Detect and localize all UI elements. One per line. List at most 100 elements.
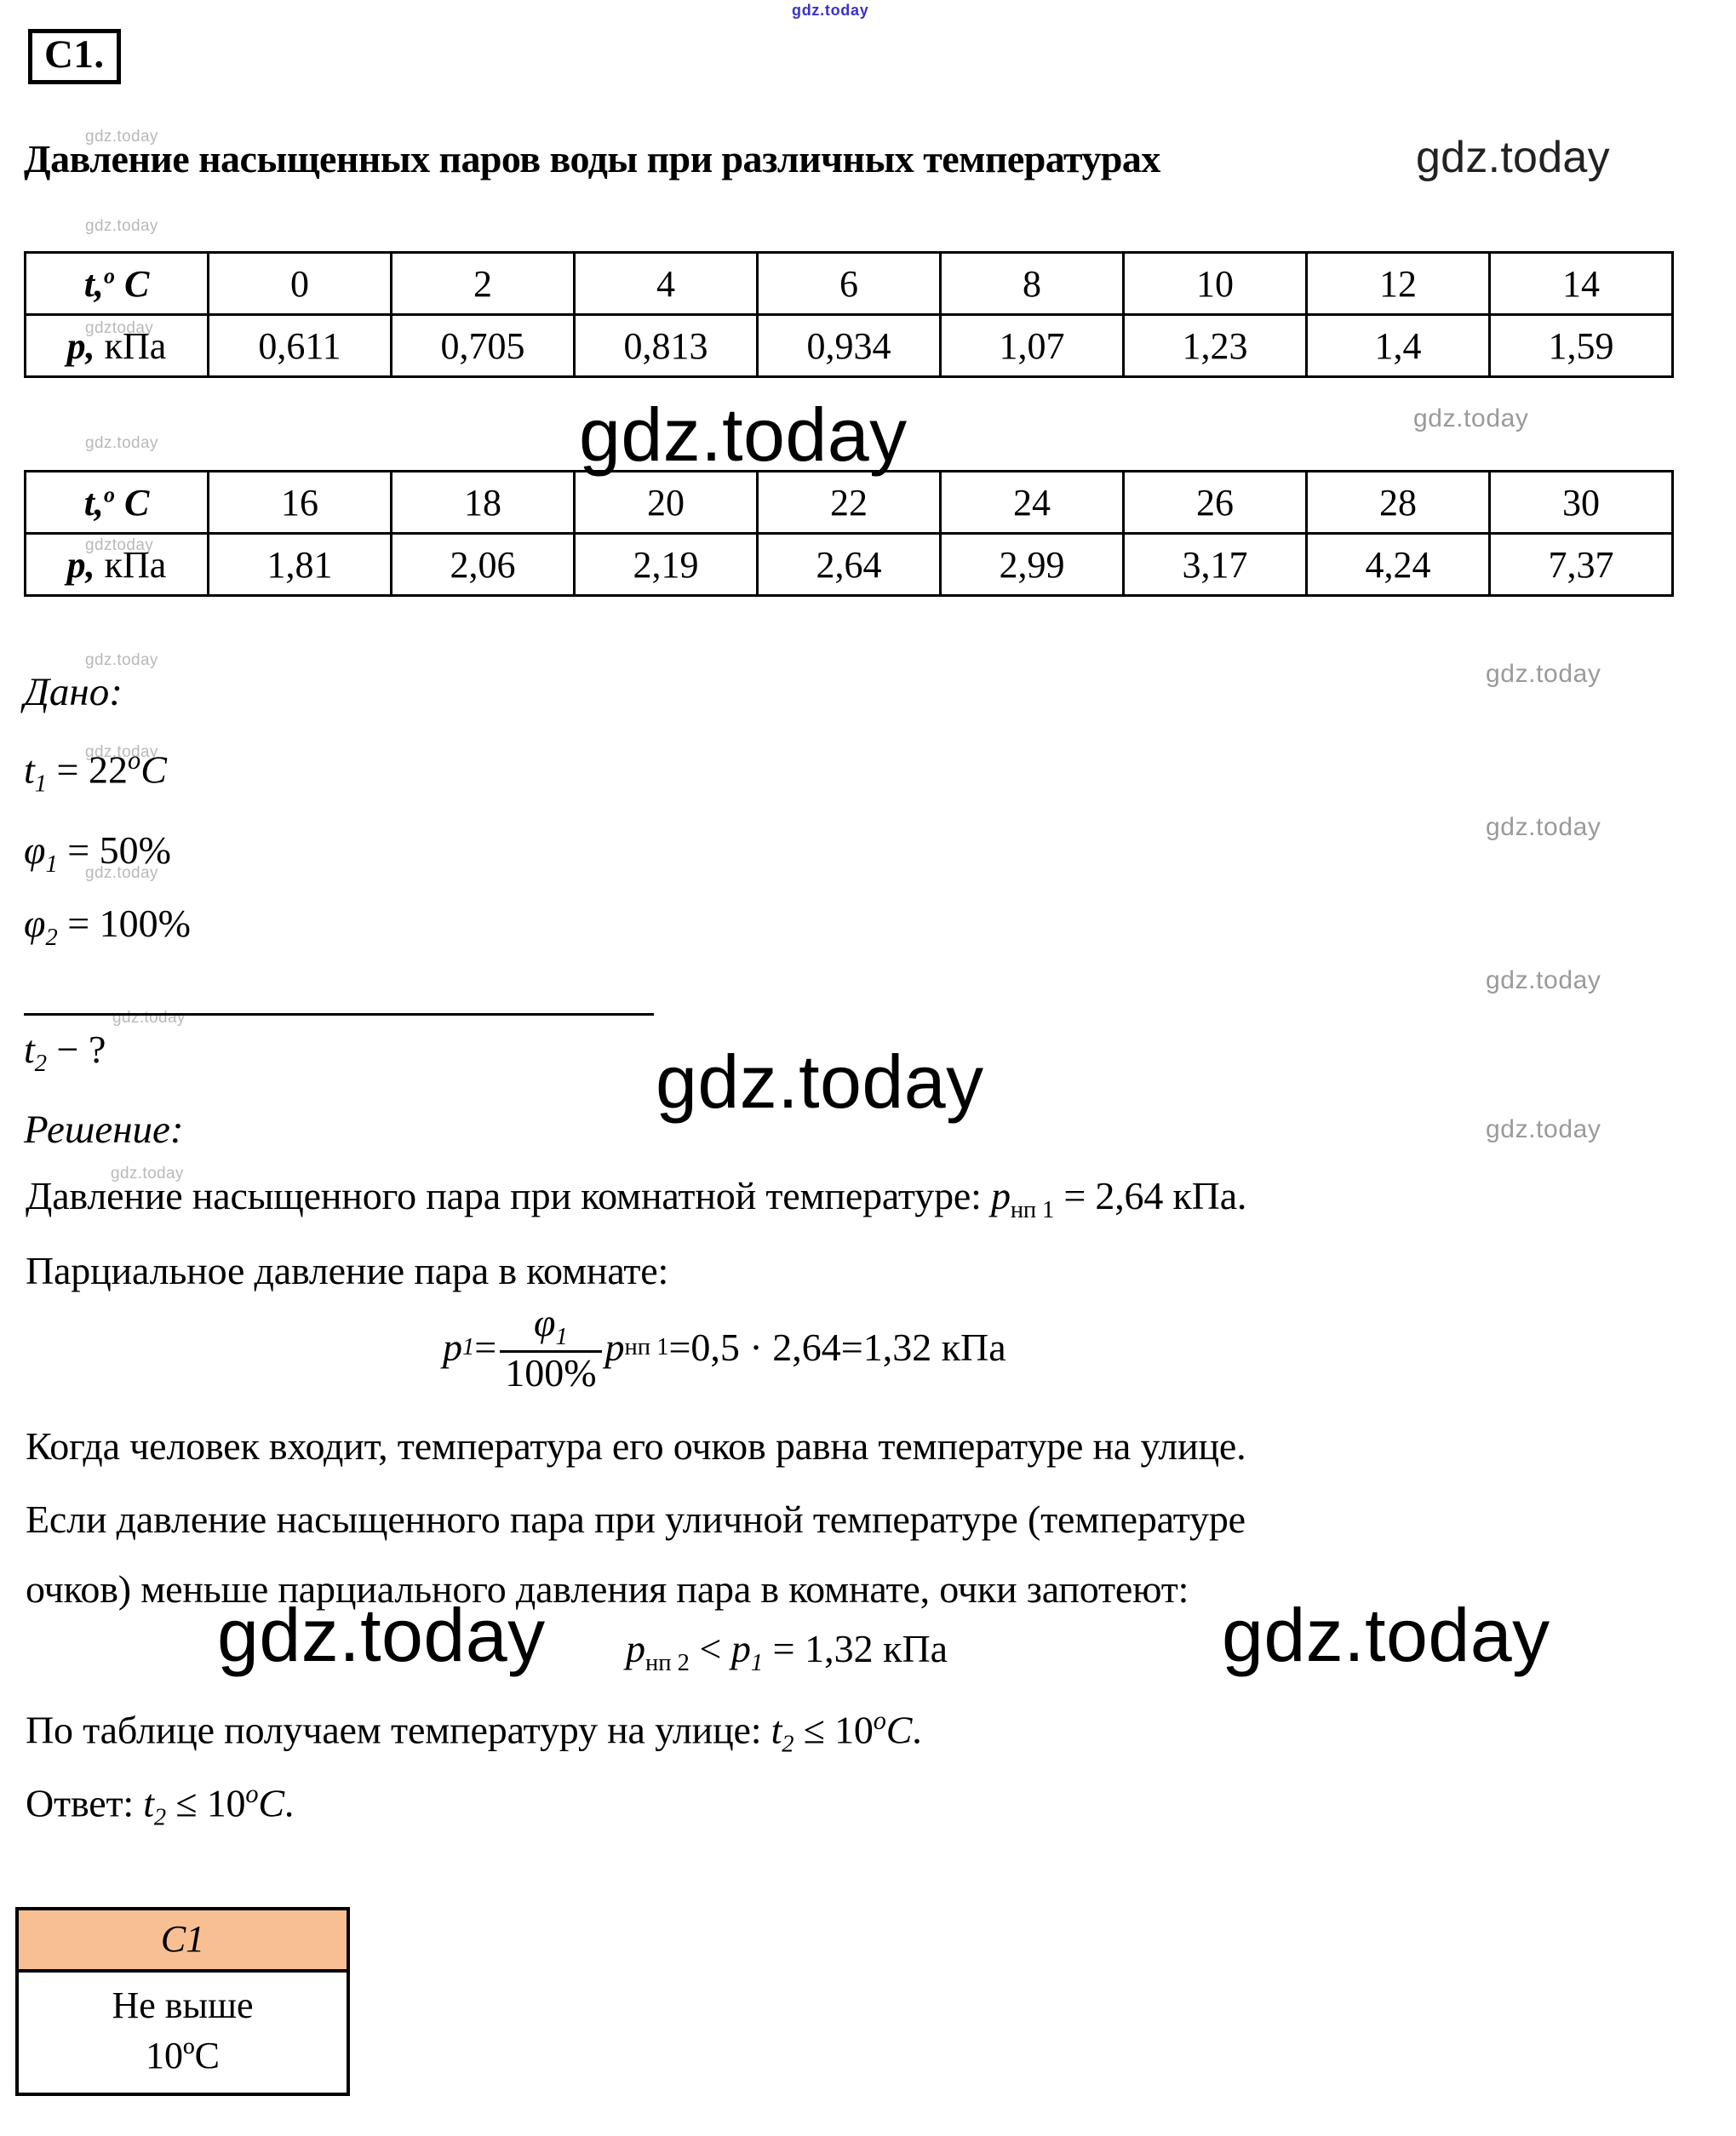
- p1-equals-3: =: [840, 1326, 863, 1370]
- table-row: t,o C 0 2 4 6 8 10 12 14: [24, 251, 1674, 316]
- ineq-p1-subscript: 1: [750, 1650, 764, 1677]
- table-cell-temperature: 20: [573, 470, 759, 535]
- watermark-top-blue: gdz.today: [792, 2, 869, 19]
- given-phi1: φ1 = 50%: [24, 831, 171, 878]
- given-unknown-subscript: 2: [34, 1051, 48, 1078]
- table-row: p, кПа 1,81 2,06 2,19 2,64 2,99 3,17 4,2…: [24, 532, 1674, 597]
- watermark-right: gdz.today: [1486, 813, 1601, 841]
- answer-box-header: C1: [19, 1910, 347, 1973]
- given-phi1-symbol: φ: [24, 828, 46, 872]
- pnp1-symbol: p: [991, 1174, 1011, 1217]
- answer-box-line-2: 10ºC: [146, 2034, 220, 2076]
- watermark-tiny: gdz.today: [112, 1009, 186, 1027]
- less-than-operator: <: [689, 1627, 731, 1670]
- watermark-tiny: gdz.today: [85, 434, 158, 452]
- table-cell-pressure: 2,64: [756, 532, 942, 597]
- answer-less-equal: ≤: [165, 1781, 207, 1825]
- answer-summary-box: C1 Не выше 10ºC: [15, 1907, 350, 2097]
- vapor-pressure-table-2: t,o C 16 18 20 22 24 26 28 30 p, кПа 1,8…: [24, 470, 1674, 597]
- row-label-pressure: p, кПа: [24, 313, 209, 378]
- watermark-large: gdz.today: [656, 1039, 984, 1124]
- solution-line-1: Давление насыщенного пара при комнатной …: [26, 1173, 1246, 1224]
- answer-box-line-1: Не выше: [112, 1984, 254, 2026]
- given-phi2-symbol: φ: [24, 902, 46, 945]
- given-t1-symbol: t: [24, 747, 35, 792]
- table-cell-temperature: 30: [1488, 470, 1674, 535]
- p1-symbol: p: [443, 1326, 462, 1370]
- given-t1-unit: C: [140, 747, 167, 792]
- table-cell-pressure: 1,23: [1122, 313, 1308, 378]
- fraction-phi-over-100: φ1 100%: [500, 1301, 602, 1393]
- row-label-temperature: t,o C: [24, 251, 209, 316]
- table-row: p, кПа 0,611 0,705 0,813 0,934 1,07 1,23…: [24, 313, 1674, 378]
- solution-label: Решение:: [24, 1108, 184, 1152]
- watermark-tiny: gdz.today: [85, 217, 158, 235]
- table-cell-pressure: 0,705: [390, 313, 576, 378]
- question-number-badge: C1.: [28, 29, 121, 84]
- table-cell-temperature: 12: [1305, 251, 1491, 316]
- vapor-pressure-table-1: t,o C 0 2 4 6 8 10 12 14 p, кПа 0,611 0,…: [24, 251, 1674, 378]
- table-cell-temperature: 22: [756, 470, 942, 535]
- t2-period: .: [912, 1708, 922, 1752]
- formula-inequality: pнп 2 < p1 = 1,32 кПа: [626, 1626, 948, 1677]
- table-cell-temperature: 4: [573, 251, 759, 316]
- solution-line-2: Парциальное давление пара в комнате:: [26, 1249, 669, 1292]
- table-cell-pressure: 1,07: [939, 313, 1125, 378]
- p1-equals-2: =: [668, 1326, 691, 1370]
- table-cell-pressure: 2,19: [573, 532, 759, 597]
- table-cell-pressure: 0,934: [756, 313, 942, 378]
- t2-unit: C: [885, 1708, 913, 1752]
- given-unknown-symbol: t: [24, 1028, 35, 1071]
- page-title: Давление насыщенных паров воды при разли…: [24, 137, 1160, 180]
- fraction-numerator: φ1: [534, 1301, 568, 1351]
- p1-subscript: 1: [462, 1333, 475, 1360]
- given-t1: t1 = 22oC: [24, 747, 167, 797]
- pnp1-value: 2,64 кПа.: [1095, 1174, 1247, 1217]
- given-phi1-subscript: 1: [45, 851, 58, 879]
- p1-result: 1,32 кПа: [862, 1326, 1006, 1370]
- table-cell-temperature: 8: [939, 251, 1125, 316]
- given-t1-degree: o: [128, 746, 141, 775]
- solution-line-1-text: Давление насыщенного пара при комнатной …: [26, 1174, 992, 1217]
- watermark-large: gdz.today: [579, 392, 908, 477]
- answer-t2-value: 10: [206, 1781, 246, 1825]
- table-cell-pressure: 2,99: [939, 532, 1125, 597]
- p1-factor-subscript: нп 1: [624, 1333, 669, 1360]
- given-phi1-value: 50%: [99, 828, 171, 872]
- solution-line-3: Когда человек входит, температура его оч…: [26, 1424, 1246, 1468]
- table-cell-temperature: 14: [1488, 251, 1674, 316]
- table-cell-pressure: 4,24: [1305, 532, 1491, 597]
- t2-value: 10: [834, 1708, 874, 1752]
- row-label-temperature: t,o C: [24, 470, 209, 535]
- answer-t2-unit: C: [258, 1781, 284, 1825]
- table-cell-pressure: 0,611: [207, 313, 392, 378]
- given-label: Дано:: [24, 670, 123, 714]
- table-row: t,o C 16 18 20 22 24 26 28 30: [24, 470, 1674, 535]
- given-divider-rule: [24, 1013, 654, 1016]
- pnp2-subscript: нп 2: [645, 1650, 690, 1677]
- pnp1-equals: =: [1054, 1174, 1096, 1217]
- less-equal-operator: ≤: [794, 1708, 835, 1752]
- table-cell-pressure: 7,37: [1488, 532, 1674, 597]
- table-cell-temperature: 16: [207, 470, 392, 535]
- given-phi2-equals: =: [57, 902, 100, 945]
- pnp1-subscript: нп 1: [1010, 1197, 1055, 1224]
- table-cell-pressure: 2,06: [390, 532, 576, 597]
- table-cell-temperature: 26: [1122, 470, 1308, 535]
- p1-equals: =: [474, 1326, 497, 1370]
- answer-period: .: [284, 1781, 295, 1825]
- given-unknown: t2 − ?: [24, 1030, 106, 1077]
- ineq-value: 1,32 кПа: [805, 1627, 948, 1670]
- answer-t2-symbol: t: [143, 1781, 154, 1825]
- p1-factor-symbol: p: [604, 1326, 625, 1370]
- table-cell-temperature: 18: [390, 470, 576, 535]
- table-cell-pressure: 1,4: [1305, 313, 1491, 378]
- watermark-tiny: gdz.today: [85, 651, 158, 669]
- watermark-right: gdz.today: [1486, 1115, 1601, 1143]
- given-t1-equals: =: [47, 747, 89, 792]
- answer-line: Ответ: t2 ≤ 10oC.: [26, 1779, 294, 1832]
- answer-label: Ответ:: [26, 1781, 144, 1825]
- table-cell-pressure: 1,81: [207, 532, 392, 597]
- table-cell-temperature: 0: [207, 251, 392, 316]
